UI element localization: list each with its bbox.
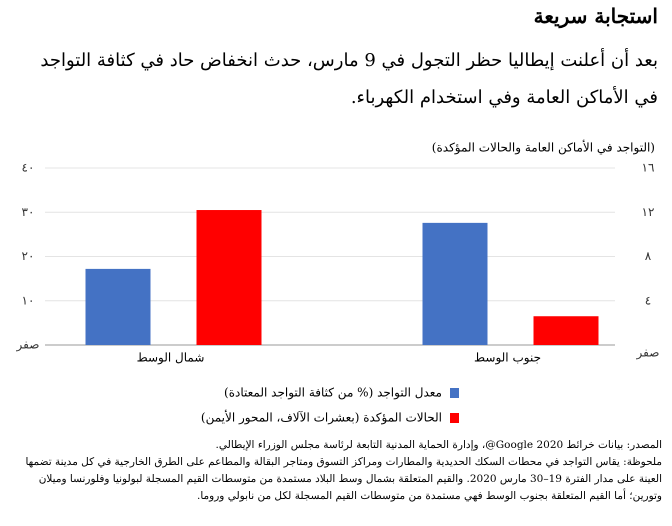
y2-tick-label: ١٢: [642, 205, 655, 219]
bar: [533, 316, 599, 345]
y2-tick-label: ٤: [645, 293, 651, 307]
legend-label: معدل التواجد (% من كثافة التواجد المعتاد…: [224, 386, 442, 400]
chart: (التواجد في الأماكن العامة والحالات المؤ…: [16, 140, 660, 425]
chart-subtitle: بعد أن أعلنت إيطاليا حظر التجول في 9 مار…: [40, 50, 658, 108]
bar: [85, 268, 151, 345]
bar: [196, 210, 262, 345]
y-tick-label: صفر: [16, 338, 40, 352]
chart-title: استجابة سريعة: [533, 4, 658, 28]
x-tick-label: شمال الوسط: [137, 351, 205, 365]
y-tick-label: ١٠: [22, 293, 35, 307]
axis-title: (التواجد في الأماكن العامة والحالات المؤ…: [432, 140, 655, 155]
legend-swatch: [450, 413, 459, 423]
y-tick-label: ٤٠: [22, 161, 35, 175]
source: المصدر: بيانات خرائط Google 2020@، وإدار…: [215, 439, 662, 451]
y2-tick-label: ٨: [645, 249, 652, 263]
notes: المصدر: بيانات خرائط Google 2020@، وإدار…: [7, 437, 662, 505]
y-tick-label: ٣٠: [22, 205, 35, 219]
bar: [422, 222, 488, 345]
legend-swatch: [450, 388, 459, 398]
note: ملحوظة: يقاس التواجد في محطات السكك الحد…: [25, 456, 662, 502]
legend-label: الحالات المؤكدة (بعشرات الآلاف، المحور ا…: [201, 410, 442, 425]
y2-tick-label: ١٦: [642, 161, 655, 175]
y2-tick-label: صفر: [636, 346, 660, 360]
x-tick-label: جنوب الوسط: [474, 351, 541, 365]
y-tick-label: ٢٠: [22, 249, 35, 263]
